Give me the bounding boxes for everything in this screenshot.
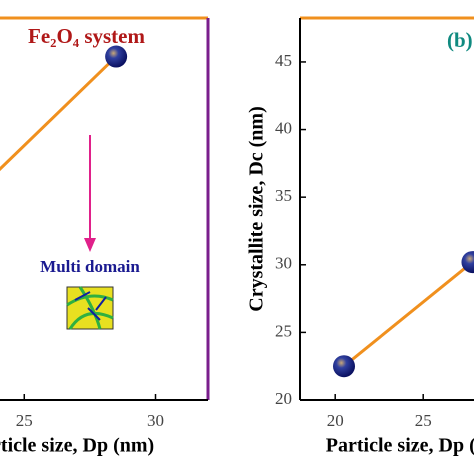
y-tick-label: 30 — [275, 254, 292, 273]
point — [105, 45, 128, 68]
y-tick-label: 25 — [275, 321, 292, 340]
y-tick-label: 35 — [275, 186, 292, 205]
y-axis-label: Crystallite size, Dc (nm) — [246, 106, 268, 312]
y-tick-label: 40 — [275, 118, 292, 137]
point — [333, 355, 355, 378]
x-axis-label: Particle size, Dp (nm) — [0, 435, 154, 457]
x-tick-label: 25 — [16, 411, 33, 430]
series-line — [343, 260, 474, 368]
annotation: Fe₂O₄ system — [28, 24, 145, 48]
series-line — [0, 55, 118, 172]
y-tick-label: 20 — [275, 389, 292, 408]
note: Multi domain — [40, 257, 140, 276]
point — [461, 251, 474, 274]
annotation: (b) — [447, 28, 473, 52]
y-tick-label: 45 — [275, 51, 292, 70]
x-axis-label: Particle size, Dp (nm) — [326, 435, 474, 457]
x-tick-label: 20 — [327, 411, 344, 430]
arrow-head — [84, 238, 96, 252]
domain-icon — [66, 286, 114, 330]
x-tick-label: 25 — [415, 411, 432, 430]
x-tick-label: 30 — [147, 411, 164, 430]
